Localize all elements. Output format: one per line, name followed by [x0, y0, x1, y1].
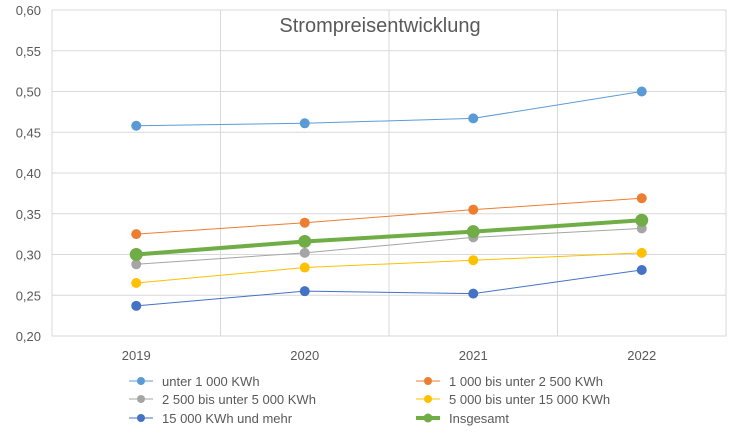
data-point	[298, 234, 312, 248]
axes: 0,20 0,25 0,30 0,35 0,40 0,45 0,50 0,55 0,60 2019…	[16, 3, 657, 363]
grid-lines	[51, 9, 727, 337]
chart-title: Strompreisentwicklung	[279, 15, 480, 37]
y-tick-label: 0,40	[16, 166, 41, 181]
data-point	[636, 247, 647, 258]
y-tick-label: 0,45	[16, 125, 41, 140]
series-line-5	[136, 218, 642, 257]
legend-marker	[424, 395, 432, 403]
data-point	[636, 86, 647, 97]
data-point	[131, 229, 142, 240]
legend-marker	[137, 414, 145, 422]
data-point	[466, 225, 480, 239]
legend-label: 1 000 bis unter 2 500 KWh	[449, 374, 603, 389]
data-point	[131, 278, 142, 289]
series-line-3	[136, 252, 642, 284]
legend-entry: Insgesamt	[416, 411, 509, 426]
data-point	[299, 247, 310, 258]
legend-label: 2 500 bis unter 5 000 KWh	[162, 392, 316, 407]
data-point	[468, 255, 479, 266]
y-tick-label: 0,35	[16, 207, 41, 222]
legend-entry: unter 1 000 KWh	[129, 374, 260, 389]
data-point	[299, 286, 310, 297]
data-point	[129, 248, 143, 261]
legend-marker	[424, 377, 432, 385]
legend-marker	[137, 377, 145, 385]
legend-marker	[137, 395, 145, 403]
data-point	[299, 118, 310, 129]
y-tick-label: 0,55	[16, 44, 41, 59]
legend-entry: 1 000 bis unter 2 500 KWh	[416, 374, 603, 389]
data-point	[131, 300, 142, 311]
y-tick-label: 0,30	[16, 248, 41, 263]
y-tick-label: 0,60	[16, 3, 41, 18]
y-tick-label: 0,50	[16, 85, 41, 100]
legend-label: unter 1 000 KWh	[162, 374, 260, 389]
data-point	[468, 113, 479, 124]
x-tick-label: 2022	[627, 348, 656, 363]
data-point	[468, 288, 479, 299]
x-tick-label: 2021	[459, 348, 488, 363]
data-point	[635, 213, 649, 227]
legend-marker	[423, 413, 433, 423]
data-point	[131, 259, 142, 270]
data-point	[636, 264, 647, 275]
data-point	[468, 204, 479, 215]
data-point	[131, 120, 142, 131]
y-tick-label: 0,25	[16, 288, 41, 303]
x-tick-label: 2019	[122, 348, 151, 363]
series-line-2	[136, 227, 642, 265]
legend-label: 15 000 KWh und mehr	[162, 411, 293, 426]
legend-entry: 2 500 bis unter 5 000 KWh	[129, 392, 316, 407]
series-lines	[129, 86, 649, 311]
legend-label: Insgesamt	[449, 411, 509, 426]
x-tick-label: 2020	[290, 348, 319, 363]
series-line-0	[136, 91, 642, 127]
series-line-1	[136, 197, 642, 235]
data-point	[299, 217, 310, 228]
y-tick-label: 0,20	[16, 329, 41, 344]
data-point	[636, 193, 647, 204]
legend: unter 1 000 KWh 1 000 bis unter 2 500 KWh…	[129, 374, 610, 426]
legend-entry: 15 000 KWh und mehr	[129, 411, 293, 426]
legend-entry: 5 000 bis unter 15 000 KWh	[416, 392, 610, 407]
series-line-4	[136, 269, 642, 307]
legend-label: 5 000 bis unter 15 000 KWh	[449, 392, 610, 407]
data-point	[299, 262, 310, 273]
